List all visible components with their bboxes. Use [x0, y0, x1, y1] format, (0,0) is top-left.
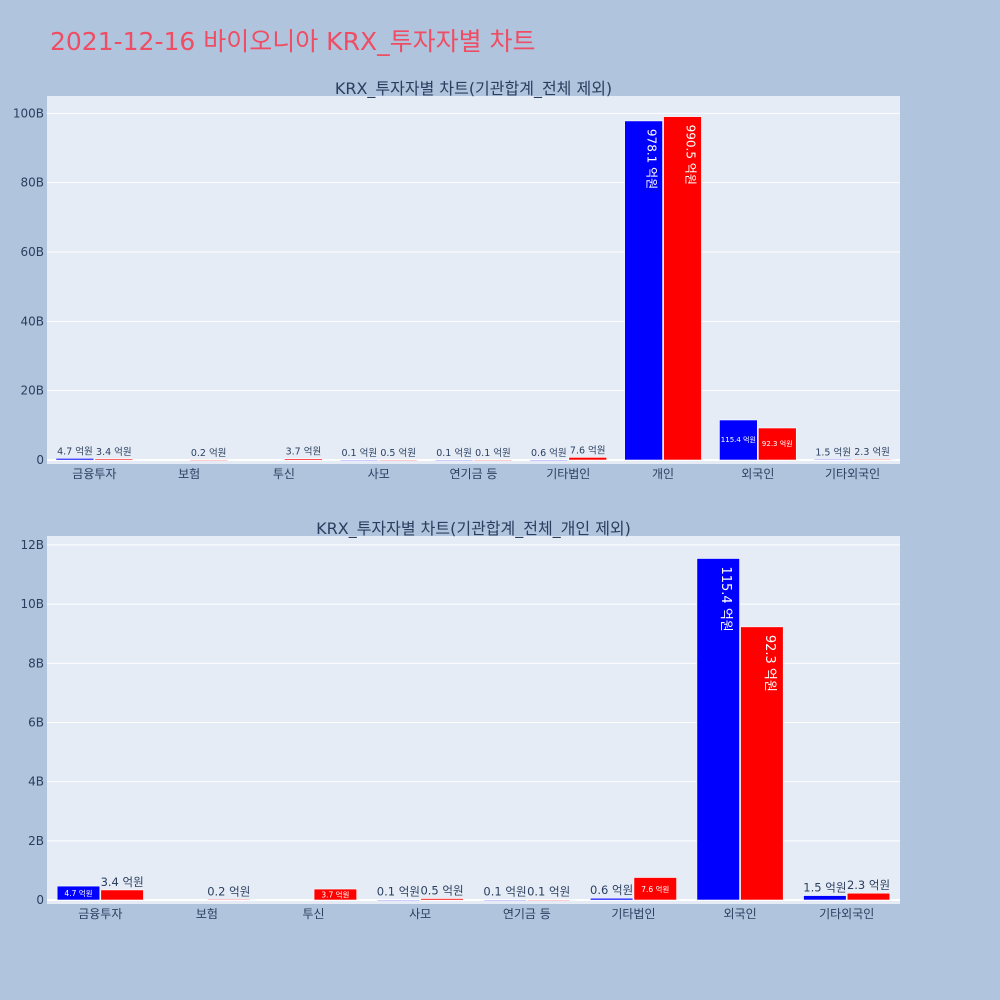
bar: [378, 459, 418, 461]
data-label: 0.1 억원: [527, 885, 570, 899]
x-tick-label: 보험: [196, 907, 218, 921]
bar: [100, 889, 144, 901]
bar: [758, 427, 797, 461]
bar: [56, 885, 101, 901]
x-tick-label: 기타법인: [546, 467, 590, 481]
data-label: 2.3 억원: [854, 446, 890, 458]
bar: [803, 895, 847, 901]
bar: [376, 899, 420, 901]
data-label: 0.6 억원: [531, 447, 567, 459]
y-tick-label: 0: [36, 453, 44, 467]
chart-panel-institutions-excluded: 0 20B 40B 60B 80B 100B KRX_투자자별 차트(기관합계_전체 제외)…: [13, 79, 900, 481]
data-label: 3.7 억원: [286, 446, 322, 458]
data-label: 1.5 억원: [803, 881, 846, 895]
x-tick-label: 투신: [303, 907, 325, 921]
y-tick-label: 2B: [28, 834, 44, 848]
bar: [624, 120, 663, 461]
bar: [207, 899, 251, 901]
data-label: 0.1 억원: [341, 447, 377, 459]
y-tick-label: 4B: [28, 775, 44, 789]
data-label: 0.2 억원: [207, 884, 250, 898]
data-label: 3.4 억원: [96, 446, 132, 458]
bar: [740, 626, 784, 901]
x-tick-label: 외국인: [724, 907, 757, 921]
y-tick-label: 0: [36, 893, 44, 907]
bar: [633, 877, 677, 901]
data-label: 115.4 억원: [721, 435, 756, 444]
bar: [340, 459, 379, 462]
y-tick-label: 100B: [13, 106, 44, 120]
x-tick-label: 보험: [178, 467, 200, 481]
bar: [696, 558, 740, 901]
data-label: 0.6 억원: [590, 883, 633, 897]
data-label: 7.6 억원: [570, 444, 606, 456]
y-tick-label: 8B: [28, 656, 44, 670]
bar: [813, 459, 853, 461]
bar: [529, 459, 569, 461]
bar: [284, 458, 323, 461]
data-label: 2.3 억원: [847, 878, 890, 892]
data-label: 0.5 억원: [420, 884, 463, 898]
y-tick-label: 20B: [20, 384, 44, 398]
data-label: 115.4 억원: [718, 566, 733, 631]
data-label: 3.4 억원: [101, 875, 144, 889]
y-tick-label: 10B: [20, 597, 44, 611]
data-label: 990.5 억원: [684, 125, 698, 185]
data-label: 0.1 억원: [475, 447, 511, 459]
x-tick-label: 기타외국인: [825, 467, 880, 481]
chart-panel-individuals-excluded: 0 2B 4B 6B 8B 10B 12B KRX_투자자별 차트(기관합계_전체_개인 제외…: [20, 519, 900, 921]
x-tick-label: 개인: [652, 467, 674, 481]
x-tick-label: 기타외국인: [819, 907, 874, 921]
bar: [846, 892, 891, 901]
y-tick-label: 6B: [28, 715, 44, 729]
x-tick-label: 외국인: [741, 467, 774, 481]
bar: [568, 457, 607, 461]
x-tick-label: 연기금 등: [450, 467, 498, 481]
chart-title: KRX_투자자별 차트(기관합계_전체_개인 제외): [316, 519, 631, 539]
data-label: 0.1 억원: [436, 447, 472, 459]
data-label: 92.3 억원: [762, 439, 793, 448]
x-tick-label: 사모: [409, 907, 431, 921]
x-tick-label: 금융투자: [78, 907, 122, 921]
y-tick-label: 80B: [20, 176, 44, 190]
data-label: 4.7 억원: [57, 445, 93, 457]
bar: [434, 459, 474, 462]
data-label: 0.1 억원: [483, 885, 526, 899]
bar: [663, 116, 702, 461]
bar: [483, 899, 527, 901]
x-tick-label: 사모: [368, 467, 390, 481]
y-tick-label: 40B: [20, 314, 44, 328]
plot-area: [47, 96, 900, 464]
bar: [55, 458, 95, 461]
page-title: 2021-12-16 바이오니아 KRX_투자자별 차트: [50, 27, 536, 56]
x-tick-label: 연기금 등: [503, 907, 551, 921]
y-tick-label: 60B: [20, 245, 44, 259]
x-tick-label: 금융투자: [72, 467, 116, 481]
data-label: 4.7 억원: [64, 889, 92, 898]
data-label: 978.1 억원: [645, 129, 659, 189]
data-label: 0.1 억원: [377, 885, 420, 899]
bar: [189, 459, 228, 462]
x-tick-label: 투신: [273, 467, 295, 481]
data-label: 1.5 억원: [815, 446, 851, 458]
data-label: 0.5 억원: [380, 447, 416, 459]
bar: [94, 458, 134, 461]
data-label: 92.3 억원: [762, 635, 777, 692]
bar: [852, 458, 892, 461]
data-label: 3.7 억원: [321, 891, 349, 900]
data-label: 0.2 억원: [191, 447, 227, 459]
bar: [719, 419, 758, 461]
chart-title: KRX_투자자별 차트(기관합계_전체 제외): [335, 79, 612, 99]
bar: [420, 898, 464, 901]
y-tick-label: 12B: [20, 538, 44, 552]
bar: [527, 899, 571, 901]
bar: [473, 459, 513, 462]
bar: [313, 888, 358, 901]
bar: [589, 897, 634, 901]
x-tick-label: 기타법인: [611, 907, 655, 921]
data-label: 7.6 억원: [641, 885, 669, 894]
